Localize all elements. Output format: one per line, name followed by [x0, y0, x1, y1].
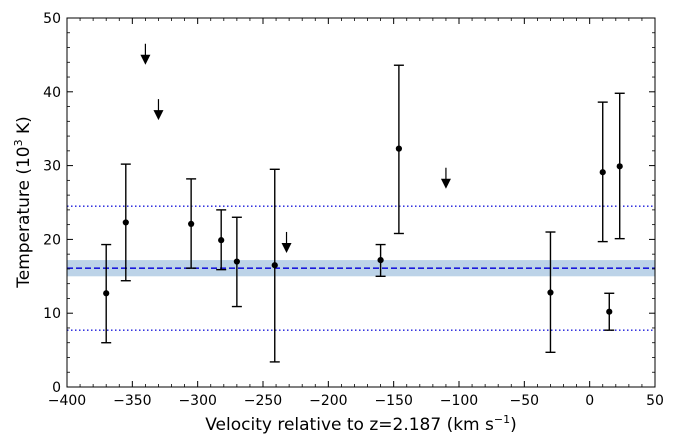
- plot-frame: [66, 17, 656, 388]
- data-point: [186, 178, 197, 269]
- ticks: [66, 17, 656, 388]
- y-axis-label-main: Temperature (10: [14, 146, 34, 288]
- point-marker: [599, 169, 606, 176]
- data-point: [120, 163, 131, 282]
- y-tick-label: 50: [43, 11, 61, 27]
- x-tick-label: −300: [178, 393, 216, 409]
- upper-limit-arrow: [140, 43, 151, 65]
- data-point: [393, 64, 404, 235]
- x-tick-label: −200: [309, 393, 347, 409]
- point-marker: [377, 256, 384, 264]
- point-marker: [606, 308, 613, 315]
- y-tick-label: 0: [52, 380, 61, 396]
- data-point: [269, 168, 280, 363]
- data-point: [604, 292, 615, 331]
- y-axis-label-suffix: K): [14, 116, 34, 139]
- point-marker: [547, 289, 554, 296]
- data-point: [375, 243, 386, 277]
- x-axis-label-main: Velocity relative to z=2.187 (km s: [205, 415, 494, 435]
- data-point: [101, 243, 112, 344]
- point-marker: [103, 290, 110, 297]
- arrow-head: [281, 242, 292, 253]
- data-point: [614, 92, 625, 240]
- arrow-head: [440, 178, 451, 189]
- point-marker: [218, 237, 225, 244]
- x-tick-label: −100: [440, 393, 478, 409]
- x-tick-label: −50: [510, 393, 540, 409]
- point-marker: [122, 219, 129, 226]
- point-marker: [616, 163, 623, 170]
- y-tick-label: 40: [43, 85, 61, 101]
- reference-lines: [67, 205, 655, 331]
- arrow-head: [153, 110, 164, 121]
- x-tick-label: 0: [585, 393, 594, 409]
- data-layer: [101, 43, 625, 363]
- y-tick-label: 30: [43, 159, 61, 175]
- tick-labels: −400 −350 −300 −250 −200 −150 −100 −50 0 50 0 10 20 3…: [43, 11, 664, 409]
- upper-limit-arrow: [153, 99, 164, 121]
- data-point: [231, 216, 242, 308]
- data-point: [597, 101, 608, 243]
- x-axis-label-superscript: −1: [494, 413, 510, 426]
- point-marker: [188, 220, 195, 228]
- upper-limit-arrow: [281, 231, 292, 253]
- y-axis-label-superscript: 3: [12, 139, 25, 146]
- y-tick-label: 10: [43, 306, 61, 322]
- arrow-head: [140, 54, 151, 65]
- x-axis-label: Velocity relative to z=2.187 (km s−1): [205, 413, 517, 435]
- x-tick-label: −400: [48, 393, 86, 409]
- y-axis-label: Temperature (103 K): [12, 116, 34, 289]
- y-tick-label: 20: [43, 232, 61, 248]
- data-point: [545, 231, 556, 354]
- x-tick-label: −150: [374, 393, 412, 409]
- data-point: [216, 209, 227, 271]
- point-marker: [233, 258, 240, 265]
- x-tick-label: 50: [646, 393, 664, 409]
- x-tick-label: −350: [113, 393, 151, 409]
- upper-limit-arrow: [440, 167, 451, 189]
- x-tick-label: −250: [244, 393, 282, 409]
- point-marker: [395, 145, 402, 152]
- x-axis-label-suffix: ): [510, 415, 517, 435]
- point-marker: [271, 262, 278, 269]
